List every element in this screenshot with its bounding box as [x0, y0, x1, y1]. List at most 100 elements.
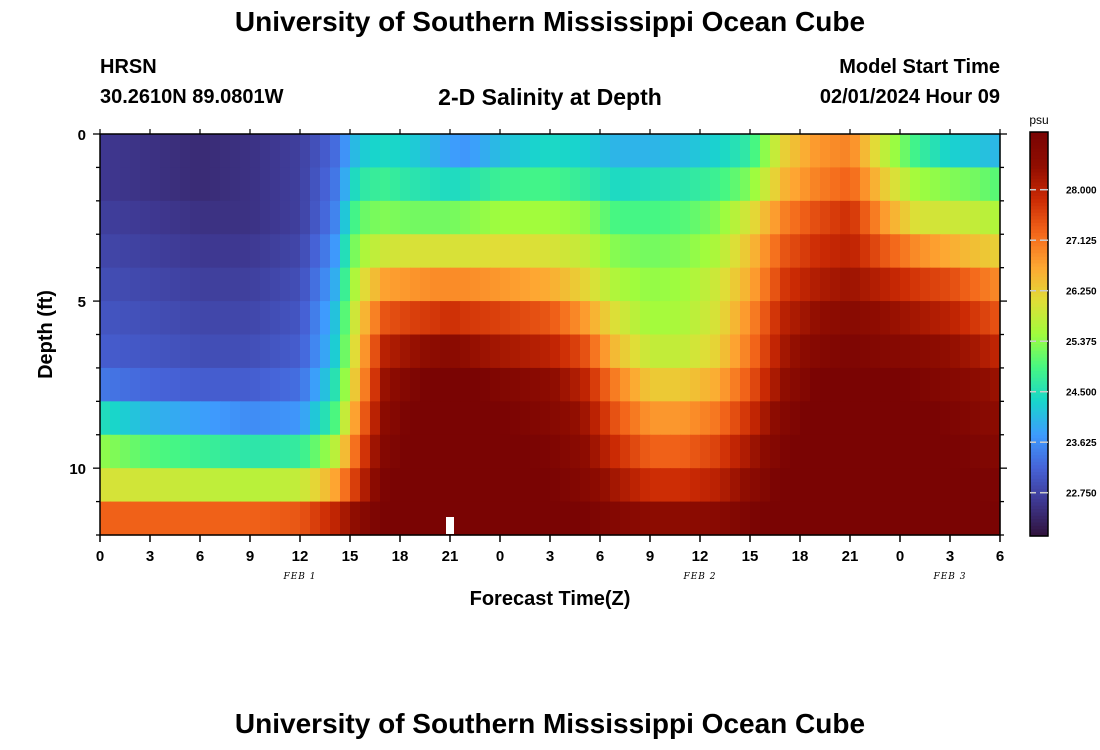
- colorbar-segment: [1030, 280, 1048, 285]
- colorbar-tick-label: 26.250: [1066, 287, 1097, 298]
- heatmap-cell: [990, 501, 1001, 536]
- heatmap-cell: [380, 401, 391, 436]
- heatmap-cell: [350, 200, 361, 235]
- heatmap-cell: [910, 401, 921, 436]
- colorbar-segment: [1030, 259, 1048, 264]
- heatmap-cell: [650, 367, 661, 402]
- heatmap-cell: [250, 134, 261, 169]
- heatmap-cell: [920, 367, 931, 402]
- heatmap-cell: [760, 200, 771, 235]
- heatmap-cell: [970, 134, 981, 169]
- heatmap-cell: [870, 301, 881, 336]
- colorbar-segment: [1030, 354, 1048, 359]
- heatmap-cell: [460, 301, 471, 336]
- heatmap-cell: [720, 501, 731, 536]
- heatmap-cell: [350, 434, 361, 469]
- colorbar-segment: [1030, 270, 1048, 274]
- heatmap-cell: [560, 501, 571, 536]
- colorbar-segment: [1030, 199, 1048, 204]
- heatmap-cell: [580, 367, 591, 402]
- heatmap-cell: [110, 468, 121, 503]
- heatmap-cell: [320, 468, 331, 503]
- heatmap-cell: [170, 334, 181, 369]
- heatmap-cell: [730, 434, 741, 469]
- heatmap-cell: [680, 334, 691, 369]
- heatmap-cell: [810, 267, 821, 302]
- heatmap-cell: [820, 468, 831, 503]
- heatmap-cell: [280, 401, 291, 436]
- heatmap-cell: [320, 401, 331, 436]
- heatmap-cell: [740, 334, 751, 369]
- heatmap-cell: [160, 234, 171, 269]
- heatmap-cell: [990, 301, 1001, 336]
- heatmap-cell: [480, 134, 491, 169]
- heatmap-cell: [900, 234, 911, 269]
- heatmap-cell: [700, 167, 711, 202]
- heatmap-cell: [580, 234, 591, 269]
- heatmap-cell: [760, 401, 771, 436]
- heatmap-cell: [130, 334, 141, 369]
- heatmap-cell: [390, 134, 401, 169]
- heatmap-cell: [550, 501, 561, 536]
- colorbar-segment: [1030, 502, 1048, 507]
- heatmap-cell: [640, 301, 651, 336]
- heatmap-cell: [940, 334, 951, 369]
- heatmap-cell: [340, 468, 351, 503]
- colorbar-segment: [1030, 509, 1048, 514]
- heatmap-cell: [170, 301, 181, 336]
- x-tick-label: 18: [792, 548, 809, 565]
- heatmap-cell: [970, 267, 981, 302]
- heatmap-cell: [700, 134, 711, 169]
- heatmap-cell: [430, 401, 441, 436]
- heatmap-cell: [420, 267, 431, 302]
- heatmap-cell: [600, 468, 611, 503]
- colorbar-segment: [1030, 327, 1048, 332]
- heatmap-cell: [910, 468, 921, 503]
- heatmap-cell: [700, 401, 711, 436]
- heatmap-cell: [100, 468, 111, 503]
- heatmap-cell: [890, 134, 901, 169]
- x-tick-label: 0: [96, 548, 104, 565]
- colorbar-segment: [1030, 475, 1048, 480]
- colorbar-segment: [1030, 138, 1048, 143]
- heatmap-cell: [630, 334, 641, 369]
- heatmap-cell: [630, 167, 641, 202]
- heatmap-cell: [840, 434, 851, 469]
- heatmap-cell: [360, 401, 371, 436]
- heatmap-cell: [560, 134, 571, 169]
- heatmap-cell: [650, 301, 661, 336]
- heatmap-cell: [740, 401, 751, 436]
- heatmap-cell: [920, 501, 931, 536]
- heatmap-cell: [670, 267, 681, 302]
- heatmap-cell: [640, 200, 651, 235]
- heatmap-cell: [840, 301, 851, 336]
- heatmap-cell: [610, 301, 621, 336]
- heatmap-cell: [580, 134, 591, 169]
- heatmap-cell: [290, 167, 301, 202]
- heatmap-cell: [830, 468, 841, 503]
- heatmap-cell: [840, 501, 851, 536]
- colorbar-segment: [1030, 418, 1048, 423]
- heatmap-cell: [810, 234, 821, 269]
- heatmap-cell: [730, 301, 741, 336]
- heatmap-cell: [490, 301, 501, 336]
- heatmap-cell: [710, 501, 721, 536]
- heatmap-cell: [130, 134, 141, 169]
- page-title: University of Southern Mississippi Ocean…: [234, 6, 866, 37]
- heatmap-cell: [240, 468, 251, 503]
- heatmap-cell: [290, 434, 301, 469]
- colorbar-segment: [1030, 132, 1048, 136]
- heatmap-cell: [110, 501, 121, 536]
- heatmap-cell: [970, 367, 981, 402]
- heatmap-cell: [820, 267, 831, 302]
- heatmap-cell: [360, 501, 371, 536]
- heatmap-cell: [720, 301, 731, 336]
- heatmap-cell: [310, 167, 321, 202]
- heatmap-cell: [950, 334, 961, 369]
- colorbar-segment: [1030, 468, 1048, 473]
- colorbar-segment: [1030, 162, 1048, 167]
- heatmap-cell: [370, 167, 381, 202]
- heatmap-cell: [270, 468, 281, 503]
- colorbar-segment: [1030, 448, 1048, 453]
- heatmap-cell: [420, 167, 431, 202]
